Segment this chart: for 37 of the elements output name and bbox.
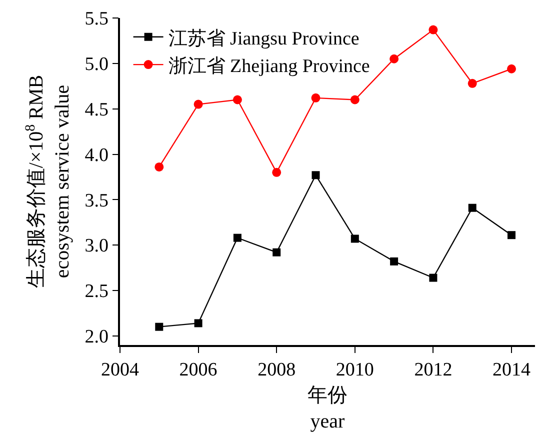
point bbox=[428, 25, 438, 34]
y-tick-label: 5.5 bbox=[84, 8, 108, 30]
point bbox=[508, 231, 516, 240]
x-tick-label: 2012 bbox=[414, 360, 452, 381]
point bbox=[272, 168, 282, 177]
point bbox=[468, 78, 477, 88]
y-tick-label: 5.0 bbox=[84, 54, 108, 76]
y-tick-label: 2.5 bbox=[84, 281, 108, 302]
y-tick-label: 3.0 bbox=[84, 236, 108, 257]
point bbox=[507, 64, 516, 74]
legend-label: 江苏省 Jiangsu Province bbox=[168, 28, 360, 50]
x-tick-label: 2010 bbox=[336, 360, 374, 381]
point bbox=[312, 171, 320, 180]
point bbox=[155, 322, 164, 331]
x-tick-label: 2004 bbox=[101, 360, 140, 381]
point bbox=[468, 204, 476, 212]
y-tick-label: 4.5 bbox=[84, 99, 108, 120]
x-tick-label: 2008 bbox=[258, 360, 296, 381]
y-tick-label: 3.5 bbox=[84, 190, 108, 212]
point bbox=[350, 95, 360, 104]
point bbox=[390, 54, 399, 64]
point bbox=[429, 274, 438, 282]
y-tick-label: 2.0 bbox=[84, 326, 108, 348]
point bbox=[194, 100, 203, 109]
point bbox=[350, 234, 359, 243]
y-tick-label: 4.0 bbox=[84, 144, 108, 166]
x-tick-label: 2014 bbox=[492, 360, 532, 381]
x-axis-title: 年份 year bbox=[308, 384, 348, 433]
point bbox=[311, 93, 320, 102]
point bbox=[233, 234, 242, 242]
point bbox=[272, 248, 281, 256]
point bbox=[154, 162, 164, 172]
legend-label: 浙江省 Zhejiang Province bbox=[168, 56, 370, 77]
point bbox=[390, 257, 398, 266]
point bbox=[232, 95, 242, 104]
point bbox=[194, 319, 202, 328]
x-tick-label: 2006 bbox=[179, 360, 218, 381]
